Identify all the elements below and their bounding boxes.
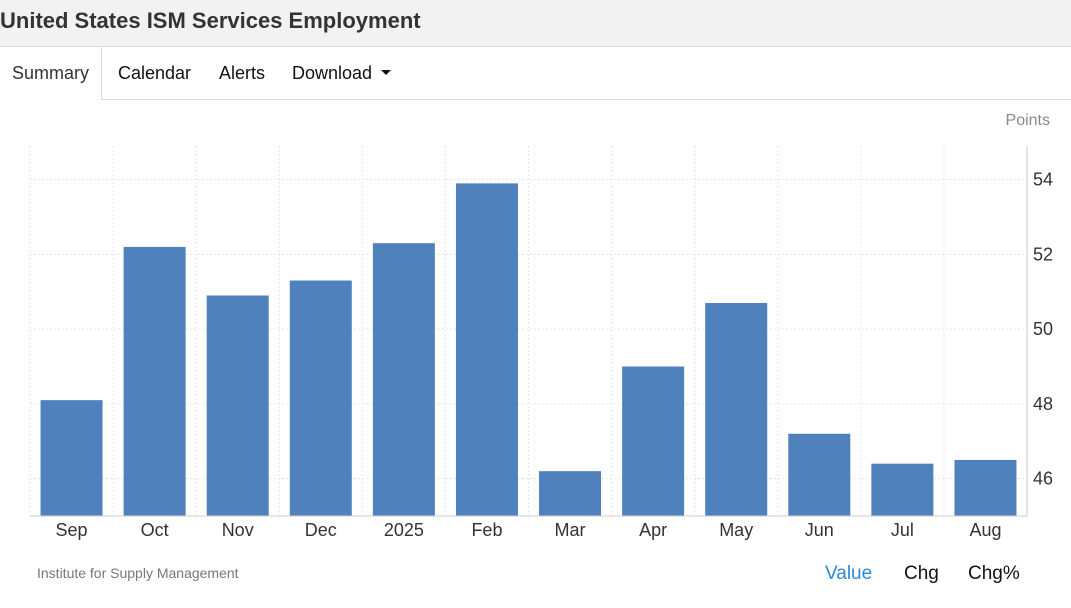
tab-download[interactable]: Download xyxy=(292,47,392,99)
bar-chart: 46 48 50 52 54 Sep Oct Nov Dec 2025 Feb Mar Apr May Ju… xyxy=(29,146,1053,540)
tab-summary[interactable]: Summary xyxy=(0,47,103,100)
tab-calendar[interactable]: Calendar xyxy=(118,63,192,83)
x-tick-label: Apr xyxy=(639,520,667,540)
tab-download-label: Download xyxy=(292,63,373,83)
value-toggle[interactable]: Value xyxy=(825,563,873,584)
chg-pct-toggle[interactable]: Chg% xyxy=(968,563,1020,584)
chg-toggle[interactable]: Chg xyxy=(904,563,939,584)
x-tick-label: Feb xyxy=(471,520,502,540)
bar xyxy=(123,246,186,516)
y-tick-label: 48 xyxy=(1033,394,1053,414)
x-tick-label: Aug xyxy=(969,520,1001,540)
bar xyxy=(289,280,352,516)
x-tick-label: Dec xyxy=(305,520,337,540)
bar xyxy=(40,400,103,516)
x-tick-label: May xyxy=(719,520,753,540)
x-tick-label: Mar xyxy=(555,520,586,540)
bar xyxy=(788,433,851,516)
bar xyxy=(455,183,518,517)
x-tick-label: Oct xyxy=(141,520,169,540)
bar xyxy=(206,295,269,516)
y-tick-label: 46 xyxy=(1033,469,1053,489)
caret-down-icon xyxy=(381,69,392,75)
y-tick-label: 54 xyxy=(1033,170,1053,190)
bar xyxy=(705,302,768,516)
source-label: Institute for Supply Management xyxy=(37,565,239,581)
page-title: United States ISM Services Employment xyxy=(0,8,421,33)
bar xyxy=(539,471,602,516)
y-tick-label: 52 xyxy=(1033,244,1053,264)
bar xyxy=(954,459,1017,516)
y-axis-unit-label: Points xyxy=(1005,112,1050,129)
y-tick-label: 50 xyxy=(1033,319,1053,339)
bar xyxy=(622,366,685,516)
x-tick-label: Jun xyxy=(805,520,834,540)
bar xyxy=(372,243,435,516)
bar xyxy=(871,463,934,516)
title-bar: United States ISM Services Employment xyxy=(0,0,1071,47)
x-tick-label: 2025 xyxy=(384,520,424,540)
x-tick-label: Sep xyxy=(56,520,88,540)
tab-bar: Summary Calendar Alerts Download xyxy=(0,47,1071,100)
tab-alerts[interactable]: Alerts xyxy=(219,63,266,83)
x-tick-label: Jul xyxy=(891,520,914,540)
x-tick-label: Nov xyxy=(222,520,254,540)
